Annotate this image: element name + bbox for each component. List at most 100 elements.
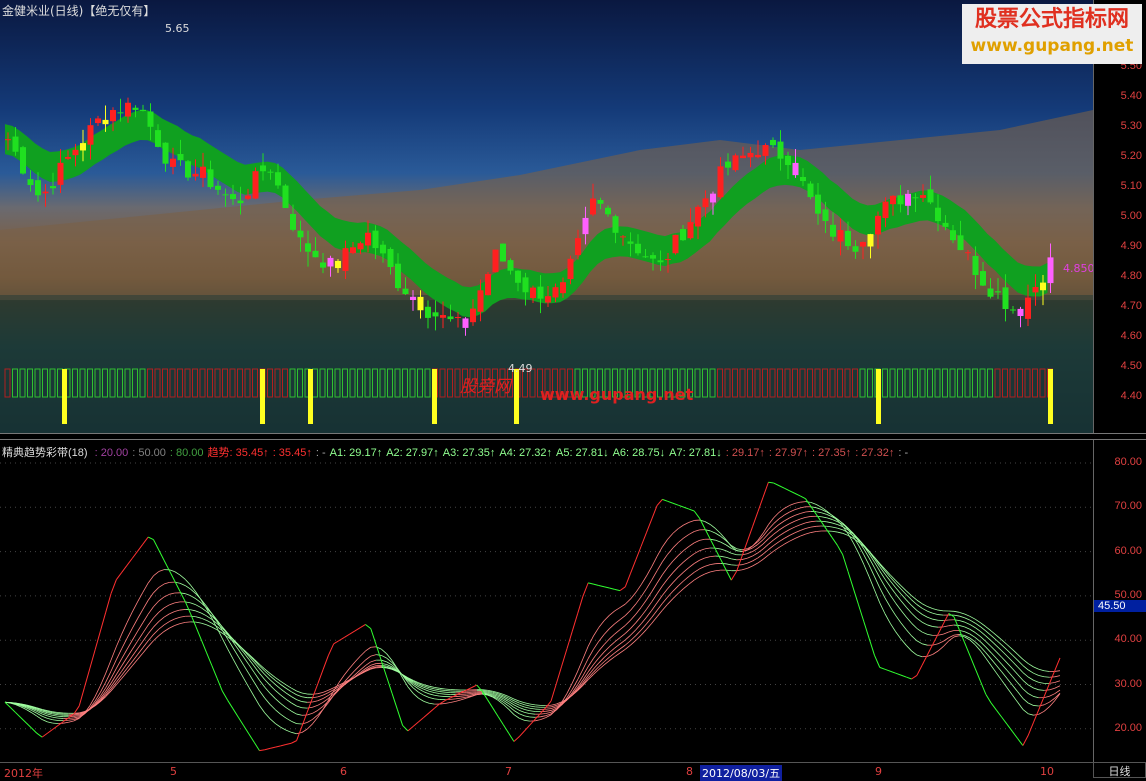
ribbon-line-segment	[159, 570, 164, 572]
ribbon-line-segment	[1002, 651, 1007, 656]
ribbon-line-segment	[1007, 645, 1012, 650]
ribbon-line-segment	[1002, 664, 1007, 670]
ribbon-line-segment	[1023, 689, 1028, 694]
low-price-label: 4.49	[508, 362, 533, 375]
ribbon-line-segment	[578, 659, 583, 672]
ribbon-line-segment	[731, 553, 736, 555]
ribbon-line-segment	[933, 609, 938, 610]
trend-line-segment	[116, 573, 121, 580]
lake-reflection	[0, 295, 1093, 433]
ribbon-line-segment	[970, 629, 975, 632]
indicator-panel[interactable]	[0, 440, 1093, 762]
ribbon-line-segment	[933, 613, 938, 614]
trend-line-segment	[148, 537, 153, 540]
candle-body	[523, 277, 529, 292]
ribbon-line-segment	[424, 692, 429, 694]
ribbon-line-segment	[699, 558, 704, 560]
trend-line-segment	[880, 667, 885, 669]
ribbon-line-segment	[922, 622, 927, 625]
ribbon-line-segment	[286, 730, 291, 732]
ribbon-line-segment	[779, 527, 784, 530]
candle-body	[65, 157, 71, 159]
ribbon-line-segment	[631, 640, 636, 645]
ribbon-line-segment	[779, 538, 784, 541]
period-label[interactable]: 日线	[1093, 762, 1146, 778]
ribbon-line-segment	[986, 653, 991, 659]
ribbon-line-segment	[959, 620, 964, 622]
ribbon-line-segment	[609, 634, 614, 639]
trend-line-segment	[715, 549, 720, 559]
ribbon-line-segment	[106, 671, 111, 682]
ribbon-line-segment	[726, 564, 731, 565]
ribbon-line-segment	[880, 588, 885, 598]
ribbon-line-segment	[434, 691, 439, 692]
ribbon-line-segment	[890, 607, 895, 615]
ribbon-line-segment	[159, 584, 164, 587]
trend-line-segment	[392, 693, 397, 709]
ribbon-line-segment	[159, 597, 164, 601]
ribbon-line-segment	[127, 628, 132, 638]
ribbon-line-segment	[578, 669, 583, 679]
trend-line-segment	[668, 501, 673, 503]
ribbon-line-segment	[1002, 640, 1007, 645]
trend-line-segment	[646, 519, 651, 533]
ribbon-line-segment	[371, 655, 376, 656]
candle-body	[845, 231, 851, 246]
trend-line-segment	[487, 700, 492, 708]
ribbon-line-segment	[620, 633, 625, 637]
ribbon-line-segment	[991, 653, 996, 659]
candle-body	[50, 186, 56, 188]
trend-line-segment	[286, 743, 291, 744]
ribbon-line-segment	[302, 693, 307, 694]
candle-body	[170, 159, 176, 167]
panel-divider[interactable]	[0, 433, 1146, 440]
trend-line-segment	[980, 681, 985, 694]
ribbon-line-segment	[127, 640, 132, 649]
ribbon-line-segment	[169, 611, 174, 613]
legend-item: A7: 27.81↓	[669, 447, 722, 459]
trend-line-segment	[397, 709, 402, 725]
trend-line-segment	[381, 661, 386, 677]
ribbon-line-segment	[588, 649, 593, 658]
time-axis-label: 8	[686, 765, 693, 778]
ribbon-line-segment	[307, 719, 312, 722]
ribbon-line-segment	[434, 695, 439, 696]
candle-body	[433, 312, 439, 316]
ribbon-line-segment	[806, 533, 811, 535]
ribbon-line-segment	[381, 665, 386, 666]
ribbon-line-segment	[413, 693, 418, 698]
ribbon-line-segment	[668, 561, 673, 567]
ribbon-line-segment	[366, 662, 371, 666]
ribbon-line-segment	[148, 576, 153, 583]
candle-body	[43, 192, 49, 194]
trend-line-segment	[699, 518, 704, 528]
trend-line-segment	[593, 584, 598, 585]
ribbon-line-segment	[540, 713, 545, 714]
trend-line-segment	[32, 728, 37, 733]
candle-body	[73, 150, 79, 155]
trend-line-segment	[350, 631, 355, 634]
ribbon-line-segment	[482, 690, 487, 691]
ribbon-line-segment	[291, 692, 296, 695]
ribbon-line-segment	[811, 502, 816, 504]
ribbon-line-segment	[350, 662, 355, 668]
ribbon-line-segment	[429, 689, 434, 690]
candle-body	[140, 110, 146, 111]
ribbon-line-segment	[69, 719, 74, 720]
trend-line-segment	[42, 733, 47, 737]
trend-line-segment	[217, 678, 222, 691]
candle-body	[620, 236, 626, 237]
ribbon-line-segment	[980, 623, 985, 627]
trend-line-segment	[16, 713, 21, 718]
candle-body	[883, 202, 889, 218]
candle-body	[103, 120, 109, 124]
ribbon-line-segment	[795, 530, 800, 532]
ribbon-line-segment	[811, 521, 816, 522]
ribbon-line-segment	[132, 619, 137, 629]
ribbon-line-segment	[259, 706, 264, 713]
trend-line-segment	[657, 499, 662, 505]
candle-body	[628, 241, 634, 243]
trend-line-segment	[106, 594, 111, 613]
